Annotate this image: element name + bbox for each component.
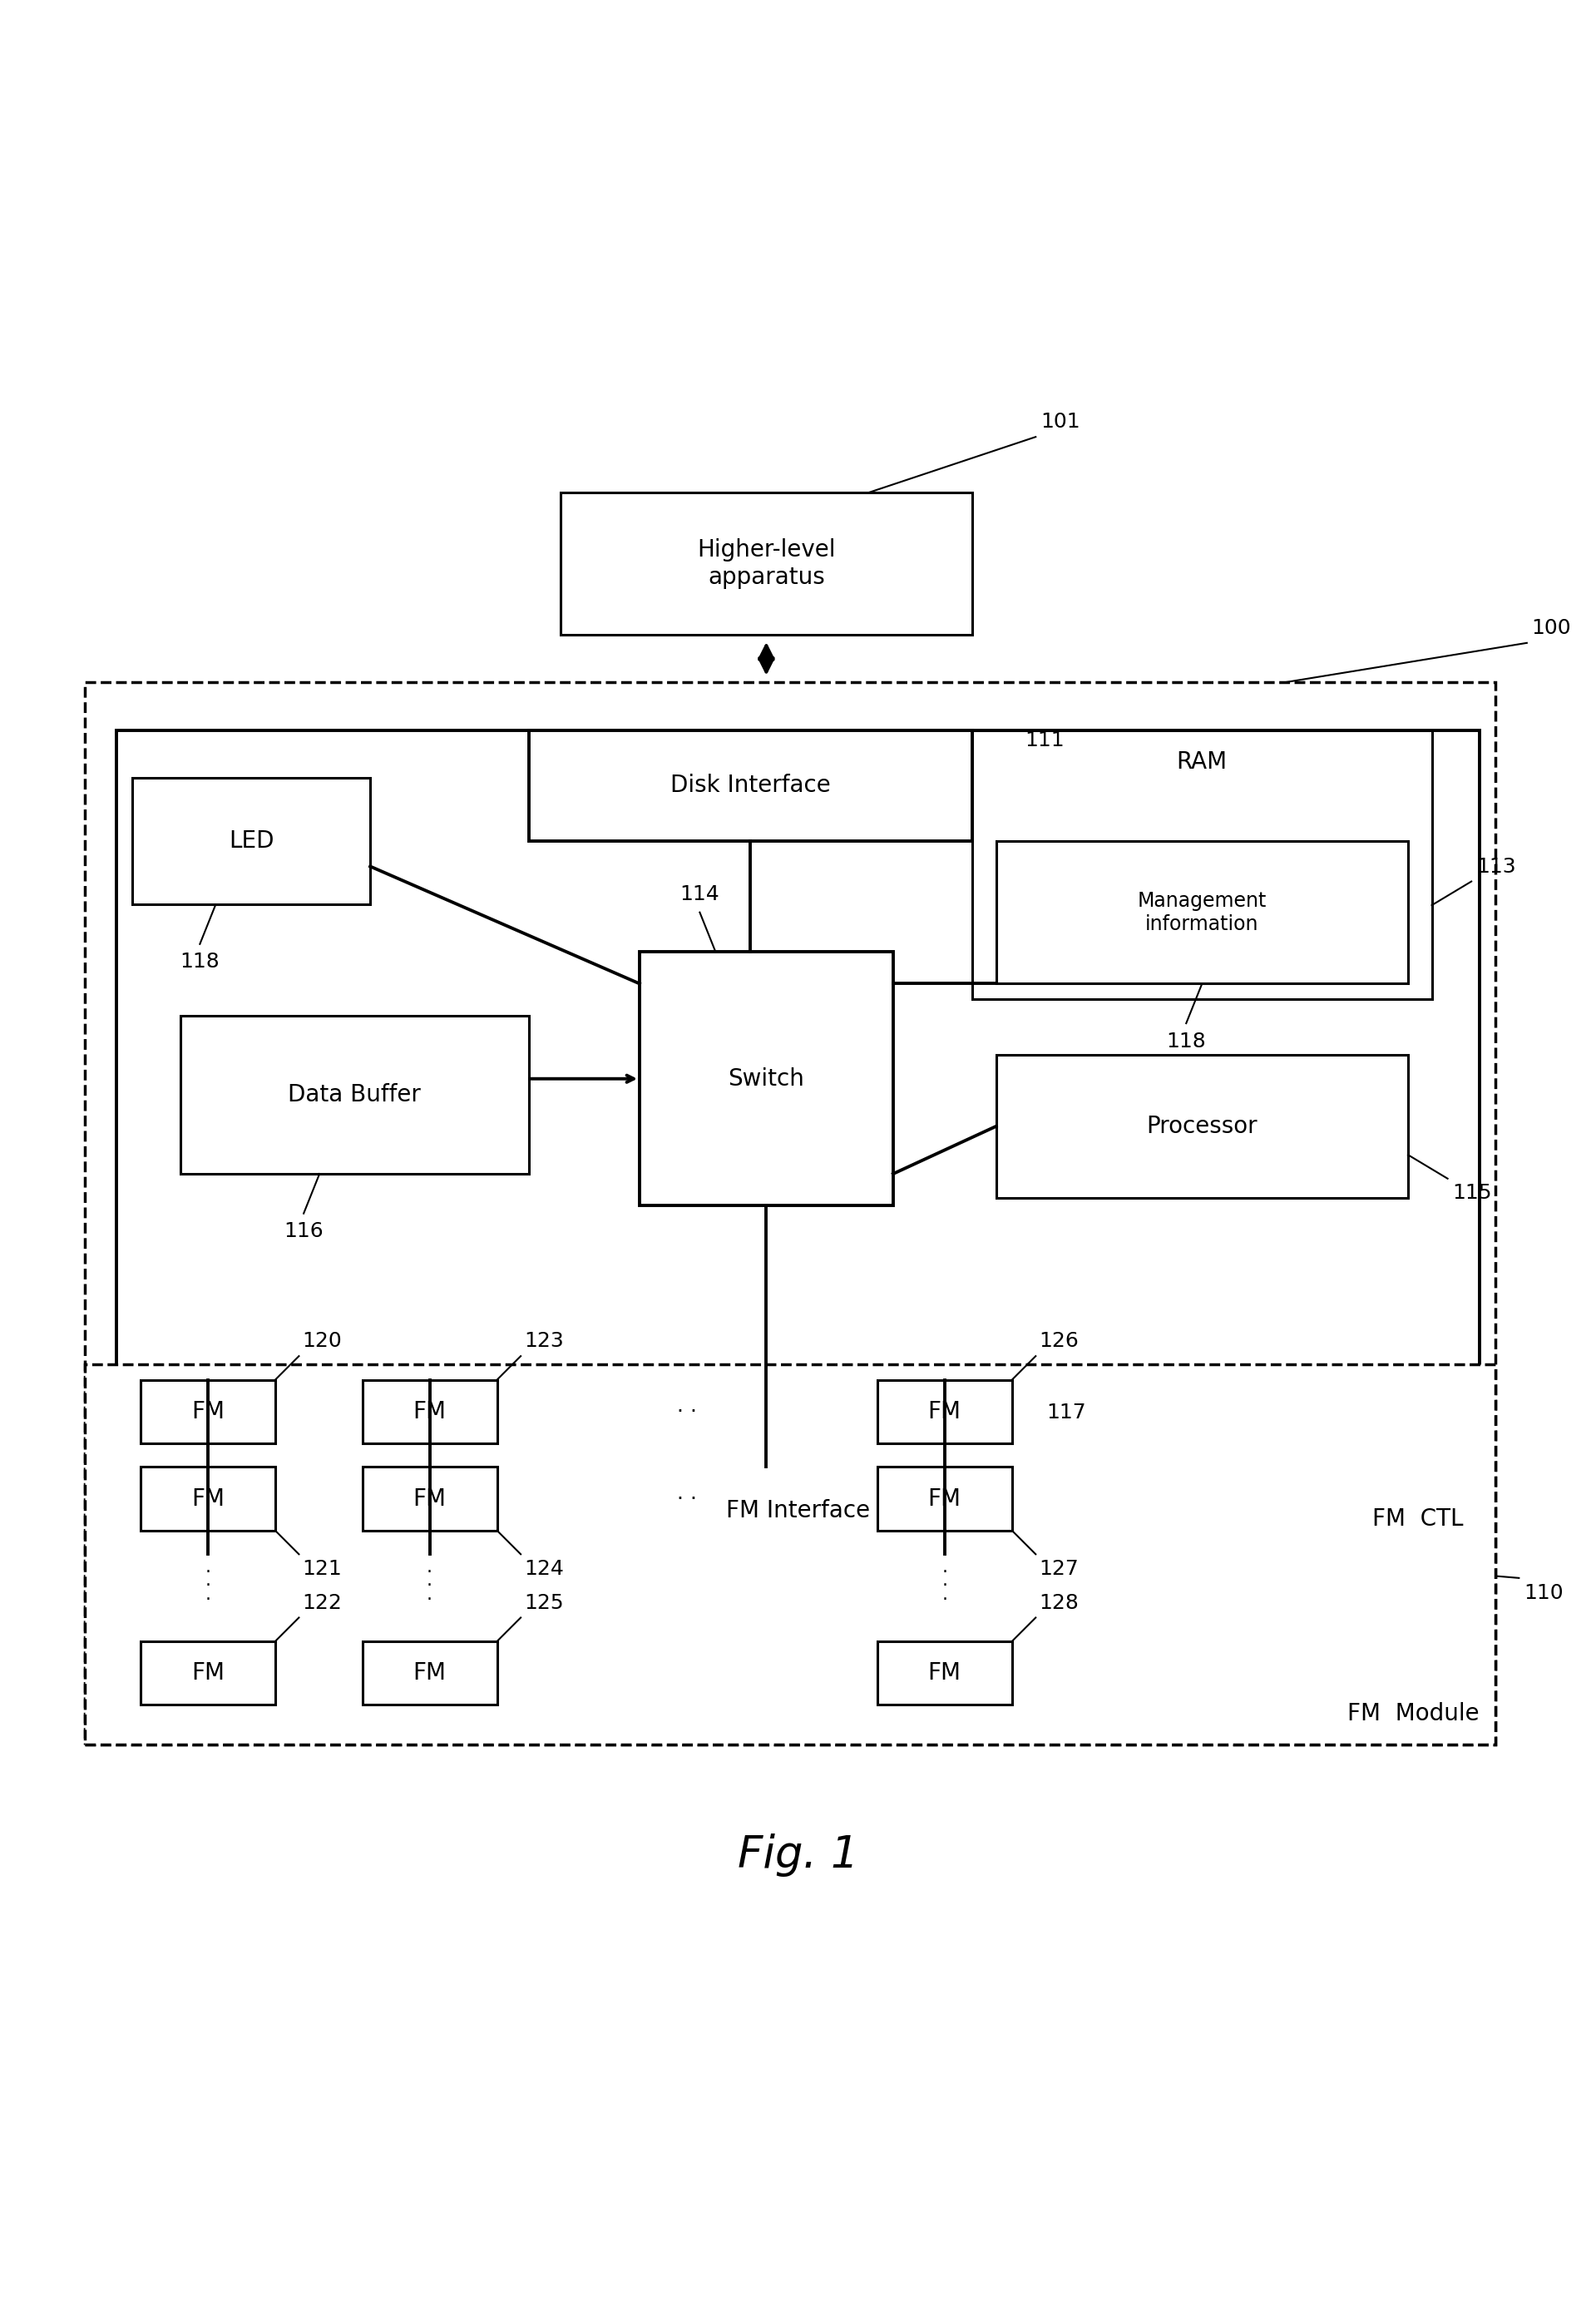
Bar	[362, 1466, 496, 1531]
Text: 100: 100	[1532, 618, 1570, 639]
Text: FM: FM	[192, 1661, 225, 1684]
Text: FM  CTL: FM CTL	[1373, 1508, 1464, 1531]
Text: · ·: · ·	[677, 1401, 697, 1422]
Bar	[878, 1642, 1012, 1705]
Text: ·
·
·: · · ·	[426, 1563, 433, 1607]
Text: Data Buffer: Data Buffer	[287, 1084, 421, 1107]
Bar	[878, 1466, 1012, 1531]
Bar	[140, 1380, 275, 1443]
Text: Management
information: Management information	[1138, 892, 1267, 933]
Text: FM Interface: FM Interface	[726, 1498, 870, 1522]
Text: 128: 128	[1039, 1593, 1079, 1612]
Text: 127: 127	[1039, 1559, 1079, 1580]
Text: FM: FM	[927, 1661, 961, 1684]
Text: Higher-level
apparatus: Higher-level apparatus	[697, 540, 836, 588]
Text: ·
·
·: · · ·	[204, 1563, 211, 1607]
Text: 113: 113	[1476, 857, 1516, 878]
Text: 118: 118	[180, 952, 220, 973]
Bar	[362, 1642, 496, 1705]
Text: 126: 126	[1039, 1332, 1079, 1350]
Text: 122: 122	[302, 1593, 342, 1612]
Text: 124: 124	[523, 1559, 563, 1580]
Text: Switch: Switch	[728, 1068, 804, 1091]
Bar	[528, 730, 972, 841]
Text: 114: 114	[680, 885, 720, 906]
Bar	[996, 1056, 1408, 1197]
Bar	[117, 1466, 1479, 1554]
Text: FM: FM	[192, 1487, 225, 1510]
Text: FM: FM	[927, 1399, 961, 1424]
Bar	[180, 1014, 528, 1174]
Text: 118: 118	[1167, 1031, 1207, 1051]
Text: Disk Interface: Disk Interface	[670, 774, 830, 797]
Text: Fig. 1: Fig. 1	[737, 1834, 859, 1876]
Bar	[878, 1380, 1012, 1443]
Text: 115: 115	[1452, 1183, 1492, 1204]
Bar	[560, 493, 972, 635]
Bar	[640, 952, 894, 1207]
Text: 101: 101	[1041, 412, 1080, 433]
Text: 117: 117	[1047, 1403, 1087, 1422]
Bar	[362, 1380, 496, 1443]
Text: 110: 110	[1524, 1582, 1564, 1603]
Bar	[85, 683, 1495, 1744]
Text: FM: FM	[927, 1487, 961, 1510]
Text: FM: FM	[413, 1487, 447, 1510]
Text: ·
·
·: · · ·	[942, 1563, 948, 1607]
Bar	[117, 730, 1479, 1554]
Text: 120: 120	[302, 1332, 342, 1350]
Bar	[85, 1364, 1495, 1744]
Text: 116: 116	[284, 1221, 324, 1241]
Text: 111: 111	[1025, 732, 1065, 750]
Bar	[140, 1466, 275, 1531]
Bar	[132, 778, 370, 906]
Text: FM: FM	[413, 1399, 447, 1424]
Text: 123: 123	[523, 1332, 563, 1350]
Bar	[996, 841, 1408, 984]
Text: Processor: Processor	[1146, 1114, 1258, 1137]
Text: FM: FM	[413, 1661, 447, 1684]
Text: LED: LED	[228, 829, 275, 852]
Text: · ·: · ·	[677, 1489, 697, 1508]
Text: FM  Module: FM Module	[1347, 1702, 1479, 1725]
Text: 125: 125	[523, 1593, 563, 1612]
Text: RAM: RAM	[1176, 750, 1227, 774]
Bar	[140, 1642, 275, 1705]
Bar	[972, 730, 1432, 1001]
Text: 121: 121	[302, 1559, 342, 1580]
Text: FM: FM	[192, 1399, 225, 1424]
